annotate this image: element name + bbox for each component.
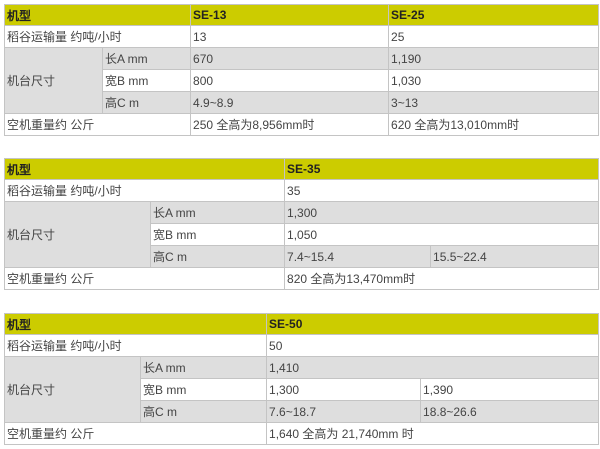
- cell: 1,300: [266, 378, 422, 401]
- cell: 1,050: [284, 223, 600, 246]
- cell: 1,640 全高为 21,740mm 时: [266, 422, 600, 445]
- cell: 35: [284, 179, 600, 202]
- width-label: 宽B mm: [139, 378, 268, 401]
- table-header-row: 机型 SE-35: [3, 158, 600, 180]
- cell: 670: [190, 47, 390, 70]
- cell: 50: [266, 334, 600, 357]
- cell: 620 全高为13,010mm时: [388, 113, 600, 136]
- cell: 18.8~26.6: [420, 400, 600, 423]
- table-row: 空机重量约 公斤 1,640 全高为 21,740mm 时: [3, 422, 600, 445]
- length-label: 长A mm: [101, 47, 192, 70]
- table-row: 空机重量约 公斤 250 全高为8,956mm时 620 全高为13,010mm…: [3, 113, 600, 136]
- cell: 4.9~8.9: [190, 91, 390, 114]
- model-se50: SE-50: [266, 313, 600, 335]
- dimensions-label: 机台尺寸: [4, 356, 141, 423]
- cell: 25: [388, 25, 600, 48]
- model-se35: SE-35: [284, 158, 600, 180]
- table-row: 空机重量约 公斤 820 全高为13,470mm时: [3, 267, 600, 290]
- width-label: 宽B mm: [101, 69, 192, 92]
- cell: 1,390: [420, 378, 600, 401]
- spec-table-se13-se25: 机型 SE-13 SE-25 稻谷运输量 约吨/小时 13 25 机台尺寸 长A…: [3, 4, 600, 136]
- table-row: 机台尺寸 长A mm 1,410: [4, 356, 600, 423]
- table-row: 机台尺寸 长A mm 1,300: [4, 201, 600, 268]
- table-row: 宽B mm 1,300 1,390: [5, 378, 600, 401]
- cell: 800: [190, 69, 390, 92]
- cell: 1,410: [266, 356, 600, 379]
- model-se13: SE-13: [190, 4, 390, 26]
- weight-label: 空机重量约 公斤: [3, 267, 286, 290]
- cell: 250 全高为8,956mm时: [190, 113, 390, 136]
- length-label: 长A mm: [139, 356, 268, 379]
- height-label: 高C m: [139, 400, 268, 423]
- model-se25: SE-25: [388, 4, 600, 26]
- capacity-label: 稻谷运输量 约吨/小时: [3, 25, 192, 48]
- model-label: 机型: [3, 313, 268, 335]
- model-label: 机型: [3, 4, 192, 26]
- height-label: 高C m: [149, 245, 286, 268]
- spec-table-se35: 机型 SE-35 稻谷运输量 约吨/小时 35 机台尺寸 长A mm 1,300…: [3, 158, 600, 290]
- dimensions-label: 机台尺寸: [4, 201, 151, 268]
- cell: 1,190: [388, 47, 600, 70]
- cell: 3~13: [388, 91, 600, 114]
- table-row: 宽B mm 1,050: [5, 223, 600, 246]
- cell: 820 全高为13,470mm时: [284, 267, 600, 290]
- capacity-label: 稻谷运输量 约吨/小时: [3, 334, 268, 357]
- table-header-row: 机型 SE-50: [3, 313, 600, 335]
- width-label: 宽B mm: [149, 223, 286, 246]
- cell: 7.6~18.7: [266, 400, 422, 423]
- weight-label: 空机重量约 公斤: [3, 422, 268, 445]
- cell: 1,300: [284, 201, 600, 224]
- table-row: 机台尺寸 长A mm 670 1,190: [4, 47, 600, 114]
- table-row: 稻谷运输量 约吨/小时 35: [3, 179, 600, 202]
- length-label: 长A mm: [149, 201, 286, 224]
- cell: 15.5~22.4: [430, 245, 600, 268]
- weight-label: 空机重量约 公斤: [3, 113, 192, 136]
- spec-table-se50: 机型 SE-50 稻谷运输量 约吨/小时 50 机台尺寸 长A mm 1,410…: [3, 313, 600, 445]
- table-header-row: 机型 SE-13 SE-25: [3, 4, 600, 26]
- model-label: 机型: [3, 158, 286, 180]
- table-row: 稻谷运输量 约吨/小时 50: [3, 334, 600, 357]
- height-label: 高C m: [101, 91, 192, 114]
- capacity-label: 稻谷运输量 约吨/小时: [3, 179, 286, 202]
- cell: 7.4~15.4: [284, 245, 432, 268]
- cell: 13: [190, 25, 390, 48]
- table-row: 稻谷运输量 约吨/小时 13 25: [3, 25, 600, 48]
- dimensions-label: 机台尺寸: [4, 47, 103, 114]
- cell: 1,030: [388, 69, 600, 92]
